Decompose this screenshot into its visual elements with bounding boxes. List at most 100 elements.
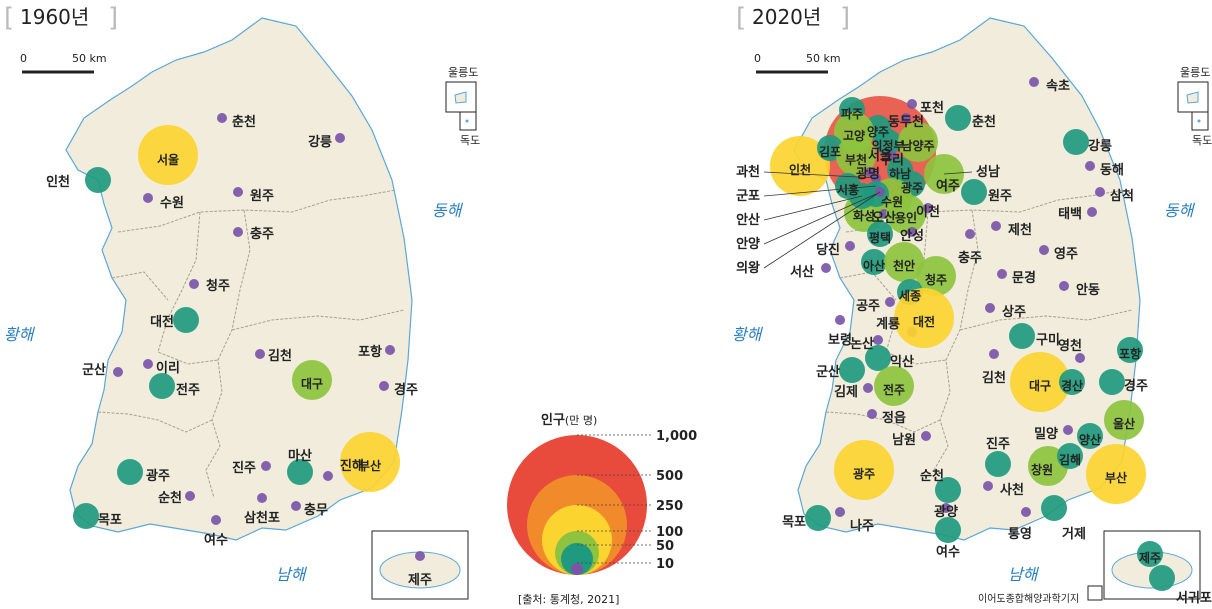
scale-km-2020: 50 km (806, 52, 841, 65)
markers2020-marker-53 (873, 335, 883, 345)
markers2020-label-45: 세종 (899, 288, 921, 303)
markers1960-marker-20 (261, 461, 271, 471)
markers2020-marker-30 (1029, 77, 1039, 87)
dokdo-island (465, 119, 469, 123)
scale-zero-2020: 0 (754, 52, 761, 65)
markers2020-label-8: 남양주 (901, 138, 934, 153)
markers2020-label-63: 김제 (834, 385, 858, 400)
markers2020-label-32: 강릉 (1088, 138, 1112, 154)
markers2020-marker-48 (885, 297, 895, 307)
markers1960-marker-1 (85, 167, 111, 193)
markers2020-label-70: 진주 (986, 436, 1010, 452)
markers2020-label-78: 목포 (782, 515, 806, 530)
markers1960-label-8: 대전 (150, 314, 174, 330)
markers2020-label-84: 서귀포 (1176, 590, 1212, 606)
markers1960-marker-7 (189, 279, 199, 289)
markers1960-marker-6 (233, 227, 243, 237)
markers2020-marker-81 (1021, 507, 1031, 517)
markers1960-label-2: 수원 (160, 196, 184, 211)
markers2020-marker-69 (921, 431, 931, 441)
markers1960-label-19: 여수 (204, 532, 228, 548)
markers2020-label-29: 성남 (976, 164, 1000, 180)
markers2020-label-55: 영천 (1058, 339, 1082, 354)
markers2020-marker-76 (983, 481, 993, 491)
markers2020-label-15: 광주 (901, 180, 923, 195)
markers2020-marker-73 (1057, 443, 1083, 469)
markers2020-marker-67 (1063, 425, 1073, 435)
markers1960-label-1: 인천 (46, 174, 70, 190)
markers2020-label-69: 남원 (892, 432, 916, 448)
markers2020-marker-44 (916, 256, 956, 296)
markers1960-label-16: 광주 (146, 469, 170, 484)
markers2020-marker-83 (1137, 541, 1163, 567)
markers2020-label-51: 상주 (1002, 305, 1026, 320)
markers1960-label-0: 서울 (157, 152, 179, 167)
markers2020-marker-22 (907, 227, 917, 237)
markers1960-marker-17 (185, 491, 195, 501)
markers2020-label-37: 제천 (1008, 223, 1032, 238)
leader-line-24 (763, 171, 877, 179)
south-sea-label-2020: 남해 (1008, 565, 1040, 584)
markers2020-marker-84 (1149, 565, 1175, 591)
markers2020-label-66: 울산 (1113, 416, 1135, 431)
legend-circle-50 (561, 543, 593, 575)
east-sea-label: 동해 (432, 201, 464, 220)
markers2020-marker-68 (1077, 423, 1103, 449)
markers2020-marker-41 (821, 263, 831, 273)
markers2020-marker-39 (1039, 245, 1049, 255)
markers1960-marker-5 (335, 133, 345, 143)
markers2020-marker-78 (805, 505, 831, 531)
markers2020-label-62: 경주 (1124, 378, 1148, 394)
leader-line-27 (763, 193, 877, 245)
markers2020-label-21: 평택 (869, 230, 891, 245)
markers1960-marker-16 (117, 459, 143, 485)
markers2020-label-73: 김해 (1059, 452, 1081, 467)
markers2020-label-5: 동두천 (888, 115, 924, 130)
markers2020-label-41: 서산 (790, 264, 814, 280)
markers2020-label-50: 대전 (913, 314, 935, 329)
markers2020-label-77: 광양 (934, 505, 958, 520)
markers1960-label-26: 제주 (408, 573, 432, 588)
markers1960-marker-12 (255, 349, 265, 359)
markers2020-label-23: 여주 (936, 178, 960, 194)
ulleungdo-island-2020 (1186, 91, 1199, 104)
ulleungdo-label-2020: 울릉도 (1180, 66, 1210, 79)
legend-value-250: 250 (656, 499, 683, 514)
markers1960-marker-19 (211, 515, 221, 525)
markers2020-marker-19 (886, 194, 926, 234)
legend-value-1000: 1,000 (656, 429, 697, 444)
ieodo-credit: 이어도종합해양과학기지 (978, 592, 1079, 605)
markers1960-marker-18 (73, 503, 99, 529)
markers2020-label-53: 논산 (850, 336, 874, 352)
leader-line-26 (763, 195, 863, 221)
markers2020-marker-32 (1063, 129, 1089, 155)
markers2020-marker-21 (867, 221, 893, 247)
markers2020-label-36: 태백 (1058, 207, 1082, 222)
markers2020-marker-74 (1086, 444, 1146, 504)
markers1960-label-3: 춘천 (232, 115, 256, 130)
markers2020-marker-58 (839, 357, 865, 383)
markers1960-marker-0 (138, 125, 198, 185)
markers2020-label-74: 부산 (1105, 470, 1127, 485)
markers1960-marker-4 (233, 187, 243, 197)
title-bracket-right: ] (108, 3, 118, 33)
markers2020-label-12: 하남 (889, 166, 911, 181)
markers2020-label-43: 천안 (893, 258, 915, 273)
markers2020-label-6: 고양 (843, 128, 865, 143)
markers2020-marker-43 (884, 242, 924, 282)
markers1960-marker-8 (173, 307, 199, 333)
markers2020-label-83: 제주 (1139, 551, 1161, 565)
markers2020-label-34: 동해 (1100, 162, 1124, 178)
markers1960-marker-10 (113, 367, 123, 377)
markers2020-marker-5 (901, 113, 911, 123)
markers2020-marker-63 (863, 383, 873, 393)
markers2020-label-9: 김포 (819, 144, 841, 159)
markers2020-marker-52 (835, 315, 845, 325)
markers2020-label-25: 군포 (736, 189, 760, 204)
markers2020-label-49: 계룡 (876, 317, 900, 332)
markers2020-marker-50 (894, 288, 954, 348)
markers2020-label-80: 여수 (936, 544, 960, 560)
markers2020-marker-80 (935, 517, 961, 543)
markers2020-label-75: 순천 (920, 469, 944, 484)
markers2020-marker-61 (1059, 369, 1085, 395)
